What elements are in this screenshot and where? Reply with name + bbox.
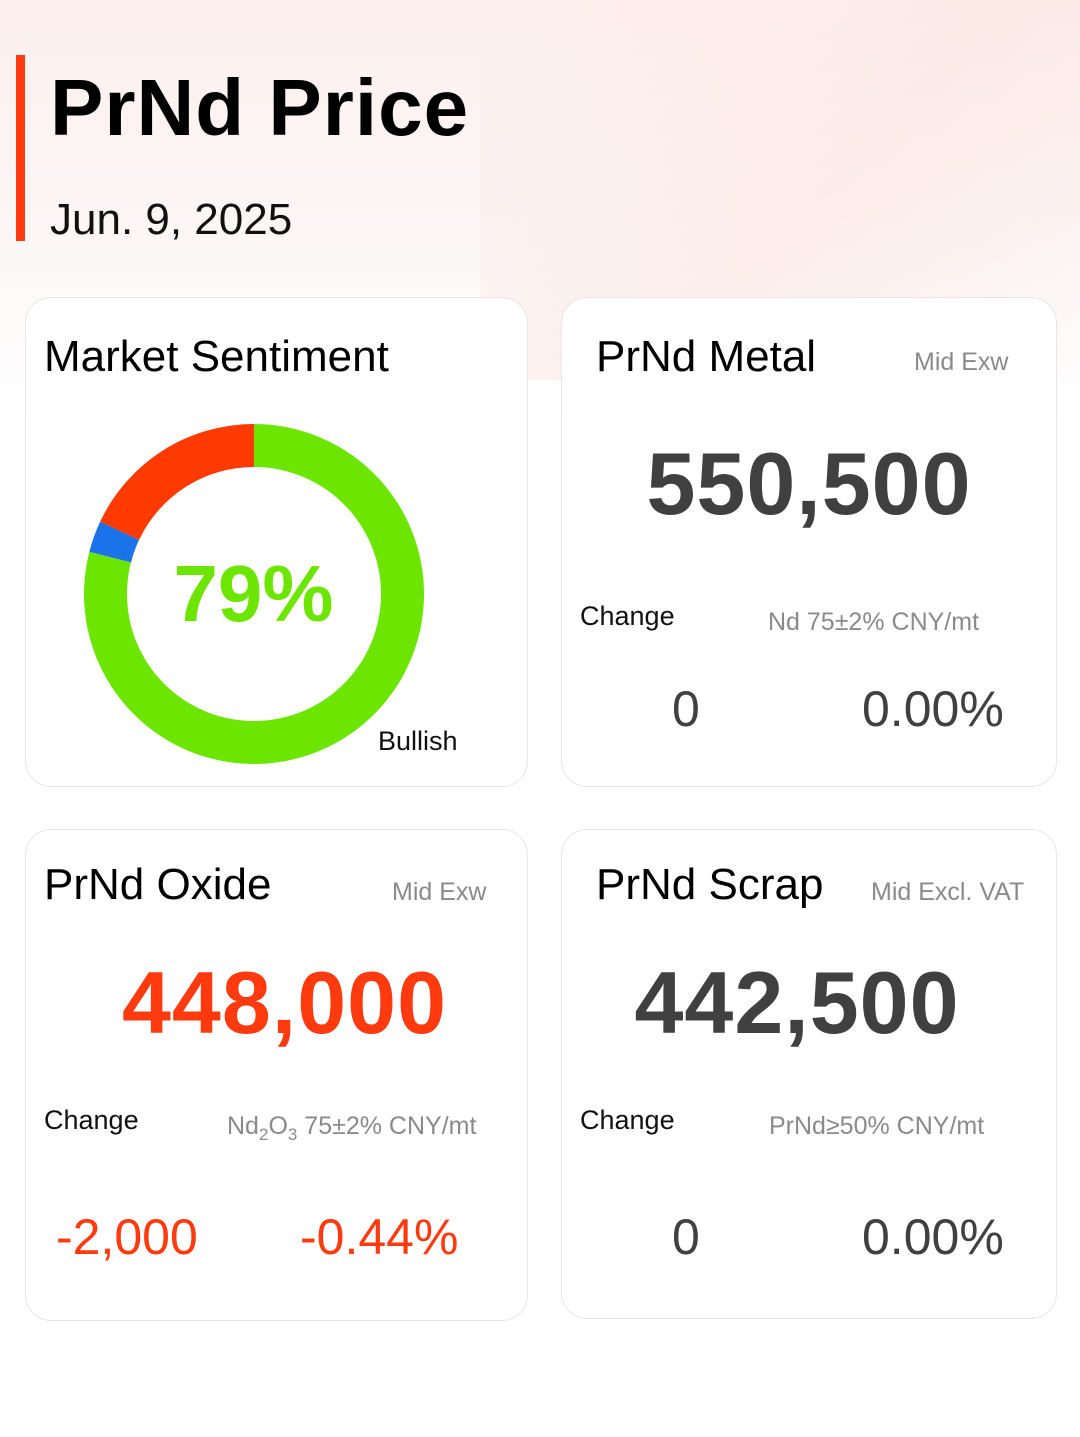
metal-change-percent: 0.00%: [862, 681, 1004, 737]
prnd-metal-card: PrNd Metal Mid Exw 550,500 Change Nd 75±…: [561, 297, 1057, 787]
scrap-title: PrNd Scrap: [596, 860, 824, 909]
sentiment-donut-chart: [84, 424, 424, 764]
oxide-spec-rest: 75±2% CNY/mt: [297, 1112, 477, 1140]
oxide-change-value: -2,000: [56, 1209, 198, 1265]
donut-segment-neutral: [89, 521, 140, 563]
metal-spec: Nd 75±2% CNY/mt: [768, 608, 980, 636]
sentiment-percent: 79%: [173, 549, 334, 638]
oxide-change-label: Change: [44, 1105, 139, 1135]
oxide-change-percent: -0.44%: [300, 1209, 459, 1265]
scrap-spec: PrNd≥50% CNY/mt: [769, 1112, 985, 1140]
page-title: PrNd Price: [50, 63, 470, 152]
metal-price: 550,500: [646, 434, 972, 533]
scrap-change-label: Change: [580, 1105, 675, 1135]
oxide-spec: Nd2O3 75±2% CNY/mt: [227, 1112, 476, 1145]
metal-change-value: 0: [672, 681, 700, 737]
scrap-price-basis: Mid Excl. VAT: [871, 878, 1025, 906]
sentiment-label: Bullish: [378, 726, 458, 756]
oxide-spec-sub1: 2: [258, 1125, 269, 1144]
oxide-price: 448,000: [121, 953, 448, 1052]
scrap-change-percent: 0.00%: [862, 1209, 1004, 1265]
oxide-spec-sub2: 3: [287, 1125, 298, 1144]
donut-segment-bearish: [100, 424, 254, 540]
market-sentiment-card: Market Sentiment 79% Bullish: [25, 297, 528, 787]
title-accent-bar: [16, 55, 25, 241]
prnd-oxide-card: PrNd Oxide Mid Exw 448,000 Change Nd2O3 …: [25, 829, 528, 1321]
sentiment-title: Market Sentiment: [44, 332, 389, 381]
prnd-scrap-card: PrNd Scrap Mid Excl. VAT 442,500 Change …: [561, 829, 1057, 1319]
oxide-title: PrNd Oxide: [44, 860, 272, 909]
oxide-spec-prefix: Nd: [227, 1112, 259, 1140]
page-date: Jun. 9, 2025: [50, 195, 293, 244]
metal-title: PrNd Metal: [596, 332, 817, 381]
scrap-change-value: 0: [672, 1209, 700, 1265]
oxide-price-basis: Mid Exw: [392, 878, 487, 906]
metal-price-basis: Mid Exw: [914, 348, 1009, 376]
oxide-spec-mid: O: [268, 1112, 288, 1140]
metal-change-label: Change: [580, 601, 675, 631]
scrap-price: 442,500: [634, 953, 960, 1052]
